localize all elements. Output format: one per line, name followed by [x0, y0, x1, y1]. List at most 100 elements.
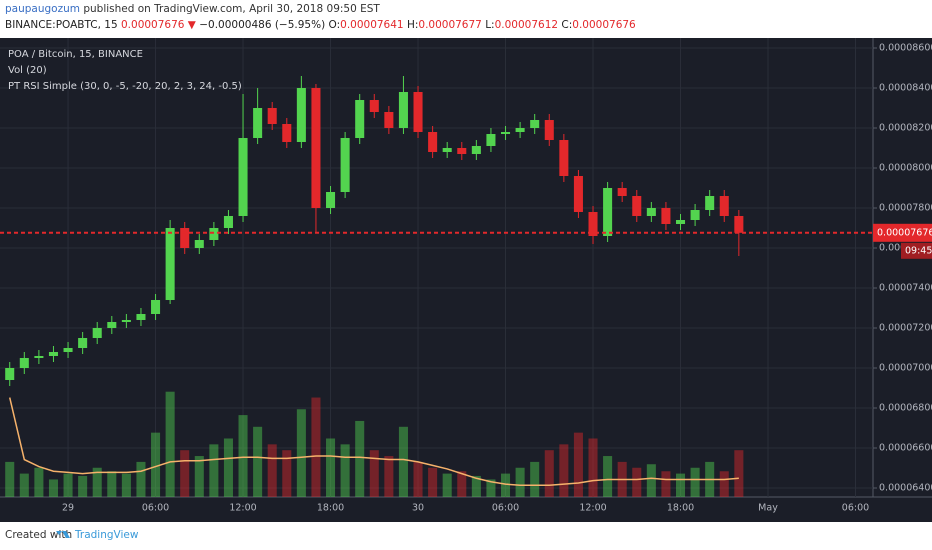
y-tick-label: 0.00008000	[879, 163, 932, 174]
candle-body	[646, 208, 656, 216]
volume-bar	[515, 467, 525, 497]
arrow: ▼	[184, 19, 199, 31]
candle-body	[5, 368, 15, 380]
candle-body	[632, 196, 642, 216]
ohlc-key: C:	[558, 19, 572, 31]
header-bg	[0, 0, 932, 38]
volume-bar	[457, 471, 467, 497]
volume-bar	[734, 450, 744, 497]
chart-bg	[0, 38, 932, 522]
last-price-box	[873, 223, 932, 242]
candle-body	[369, 100, 379, 112]
y-tick-label: 0.00007000	[879, 363, 932, 374]
volume-bar	[194, 456, 204, 497]
volume-bar	[369, 450, 379, 497]
plot	[0, 76, 873, 497]
candle-body	[544, 120, 554, 140]
candle-body	[151, 300, 161, 314]
volume-bar	[501, 473, 511, 497]
candle-body	[107, 322, 117, 328]
volume-bar	[165, 391, 175, 497]
candle-body	[180, 228, 190, 248]
candle-body	[690, 210, 700, 220]
y-tick-label: 0.00008400	[879, 83, 932, 94]
candle-body	[48, 352, 58, 356]
candle-body	[194, 240, 204, 248]
x-tick-label: 12:00	[229, 503, 256, 514]
x-tick-label: 06:00	[142, 503, 169, 514]
y-tick-label: 0.00006400	[879, 483, 932, 494]
candle-body	[413, 92, 423, 132]
x-tick-label: 06:00	[492, 503, 519, 514]
x-tick-label: May	[758, 503, 778, 514]
volume-bar	[632, 467, 642, 497]
footer-brand[interactable]: TradingView	[74, 529, 139, 541]
volume-bar	[588, 438, 598, 497]
volume-bar	[675, 473, 686, 497]
candle-body	[19, 358, 29, 368]
candle-body	[267, 108, 277, 124]
y-tick-label: 0.00007400	[879, 283, 932, 294]
volume-bar	[573, 432, 583, 497]
candle-body	[442, 148, 452, 152]
volume-bar	[223, 438, 233, 497]
volume-bar	[428, 467, 438, 497]
author[interactable]: paupaugozum	[5, 3, 80, 15]
x-tick-label: 18:00	[667, 503, 694, 514]
volume-bar	[180, 450, 190, 497]
footer-bg	[0, 522, 932, 550]
published: published on TradingView.com, April 30, …	[80, 3, 380, 15]
candle-body	[573, 176, 583, 212]
x-tick-label: 29	[62, 503, 74, 514]
candle-body	[501, 132, 511, 134]
volume-bar	[78, 475, 88, 497]
x-tick-label: 06:00	[842, 503, 869, 514]
candle-body	[384, 112, 394, 128]
candle-body	[719, 196, 729, 216]
candle-body	[282, 124, 292, 142]
candle-body	[355, 100, 365, 138]
last: 0.00007676	[121, 19, 185, 31]
symbol-line: BINANCE:POABTC, 15 0.00007676 ▼ −0.00000…	[5, 19, 636, 31]
candle-body	[398, 92, 408, 128]
candle-body	[603, 188, 613, 236]
ohlc-value: 0.00007676	[572, 19, 636, 31]
y-tick-label: 0.00007800	[879, 203, 932, 214]
x-tick-label: 12:00	[579, 503, 606, 514]
y-tick-label: 0.00006600	[879, 443, 932, 454]
ohlc-value: 0.00007677	[418, 19, 481, 31]
volume-bar	[151, 432, 161, 497]
candle-body	[253, 108, 263, 138]
candle-body	[486, 134, 496, 146]
volume-bar	[355, 420, 365, 497]
axes: 0.00006400 0.00006600 0.00006800 0.00007000…	[62, 43, 932, 514]
volume-bar	[384, 456, 394, 497]
candle-body	[296, 88, 306, 142]
candle-body	[471, 146, 481, 154]
candle-body	[121, 320, 131, 322]
candle-body	[588, 212, 598, 236]
candle-body	[661, 208, 671, 224]
volume-bar	[398, 426, 408, 497]
candle-body	[92, 328, 102, 338]
ohlc-value: 0.00007641	[340, 19, 403, 31]
candle-body	[326, 192, 336, 208]
change: −0.00000486 (−5.95%)	[199, 19, 328, 31]
y-tick-label: 0.00006800	[879, 403, 932, 414]
volume-bar	[92, 467, 102, 497]
footer-text: Created with	[5, 529, 72, 541]
volume-bar	[719, 471, 729, 497]
volume-bar	[282, 450, 292, 497]
volume-bar	[661, 471, 671, 497]
candle-body	[34, 356, 44, 358]
candle-body	[340, 138, 350, 192]
candle-body	[705, 196, 715, 210]
indicator: Vol (20)	[8, 65, 47, 76]
volume-bar	[413, 461, 423, 497]
countdown-box	[901, 242, 932, 259]
candle-body	[617, 188, 627, 196]
indicator: PT RSI Simple (30, 0, -5, -20, 20, 2, 3,…	[8, 81, 242, 92]
volume-bar	[296, 409, 306, 497]
y-tick-label: 0.00007200	[879, 323, 932, 334]
publish-line: paupaugozum published on TradingView.com…	[5, 3, 380, 15]
